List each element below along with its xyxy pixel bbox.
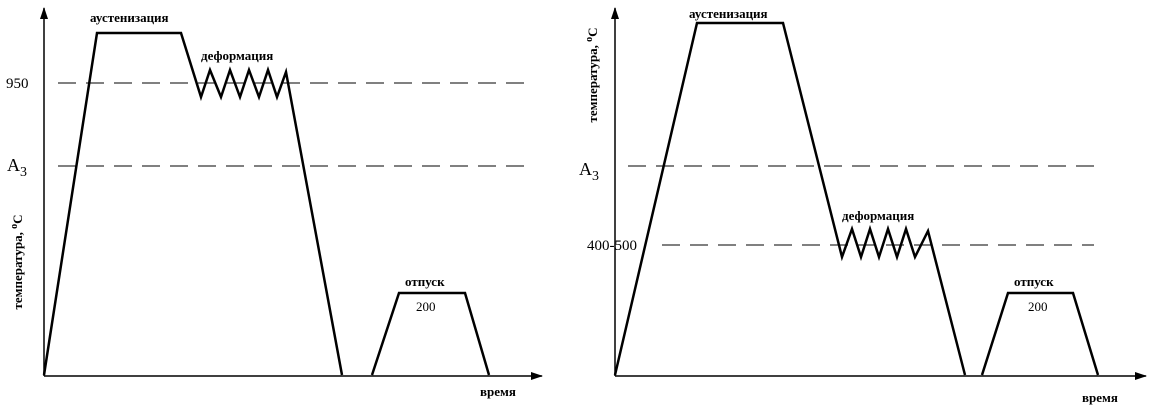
level-label: A3 — [7, 155, 27, 180]
label-sup: o — [9, 224, 20, 229]
tempering-curve — [370, 291, 491, 376]
temp-label: 200 — [416, 299, 436, 314]
right-panel: аустенизация деформация 400-500 A3 темпе… — [579, 6, 1147, 405]
label-sub: 3 — [592, 169, 599, 184]
temp-label: 200 — [1028, 299, 1048, 314]
y-axis-label: температура, oC — [9, 215, 25, 310]
stage-label: аустенизация — [90, 10, 169, 25]
label-text: температура, — [10, 229, 25, 310]
y-axis-label: температура, oC — [584, 28, 600, 123]
left-panel: аустенизация деформация 950 A3 температу… — [6, 7, 543, 399]
level-label: 400-500 — [587, 238, 637, 254]
stage-label: отпуск — [1014, 274, 1054, 289]
label-main: A — [579, 159, 592, 179]
stage-label: отпуск — [405, 274, 445, 289]
stage-label: аустенизация — [689, 6, 768, 21]
level-label: A3 — [579, 159, 599, 184]
level-label: 950 — [6, 76, 29, 92]
stage-label: деформация — [842, 208, 914, 223]
label-unit: C — [10, 215, 25, 224]
label-main: A — [7, 155, 20, 175]
tempering-curve — [980, 291, 1100, 376]
process-curve — [613, 21, 967, 376]
label-sub: 3 — [20, 165, 27, 180]
stage-label: деформация — [201, 48, 273, 63]
label-text: температура, — [585, 42, 600, 123]
process-curve — [42, 31, 344, 376]
x-axis-label: время — [1082, 390, 1118, 405]
x-axis-label: время — [480, 384, 516, 399]
label-sup: o — [584, 37, 595, 42]
label-unit: C — [585, 28, 600, 37]
